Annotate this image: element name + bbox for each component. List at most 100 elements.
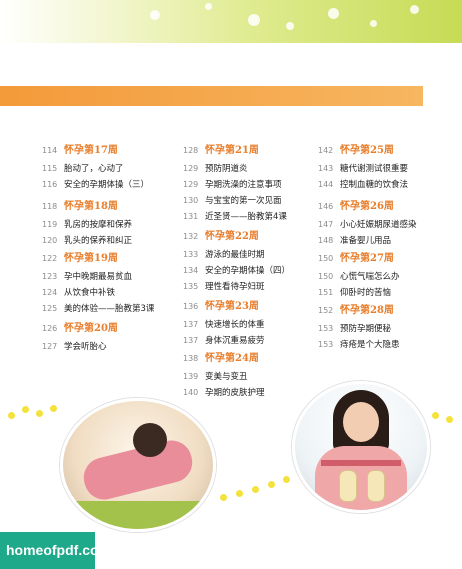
toc-week-heading[interactable]: 118 怀孕第18周	[42, 194, 118, 212]
page-number: 136	[183, 302, 199, 311]
entry-title: 乳房的按摩和保养	[64, 220, 133, 230]
header-divider	[0, 43, 462, 45]
toc-week-heading[interactable]: 150 怀孕第27周	[318, 246, 394, 264]
toc-week-heading[interactable]: 136 怀孕第23周	[183, 294, 259, 312]
toc-entry[interactable]: 129 预防阴道炎	[183, 156, 248, 174]
toc-entry[interactable]: 123 孕中晚期最易贫血	[42, 264, 133, 282]
toc-week-heading[interactable]: 142 怀孕第25周	[318, 138, 394, 156]
entry-title: 糖代谢测试很重要	[340, 164, 409, 174]
toc-entry[interactable]: 147 小心妊娠期尿道感染	[318, 212, 417, 230]
toc-entry[interactable]: 137 身体沉重易疲劳	[183, 328, 265, 346]
page-number: 137	[183, 320, 199, 329]
decor-dot	[446, 416, 453, 423]
header-band	[0, 0, 462, 44]
toc-entry[interactable]: 119 乳房的按摩和保养	[42, 212, 133, 230]
entry-title: 痔疮是个大隐患	[340, 340, 400, 350]
toc-entry[interactable]: 133 游泳的最佳时期	[183, 242, 265, 260]
page-number: 118	[42, 202, 58, 211]
week-title: 怀孕第18周	[64, 201, 118, 212]
toc-entry[interactable]: 143 糖代谢测试很重要	[318, 156, 409, 174]
toc-week-heading[interactable]: 138 怀孕第24周	[183, 346, 259, 364]
entry-title: 学会听胎心	[64, 342, 107, 352]
entry-title: 小心妊娠期尿道感染	[340, 220, 417, 230]
entry-title: 乳头的保养和纠正	[64, 236, 133, 246]
toc-entry[interactable]: 127 学会听胎心	[42, 334, 107, 352]
entry-title: 与宝宝的第一次见面	[205, 196, 282, 206]
watermark-text: homeofpdf.com	[6, 542, 111, 558]
watermark-logo: homeofpdf.com	[0, 532, 111, 569]
pregnant-yoga-photo	[60, 398, 216, 532]
week-title: 怀孕第27周	[340, 253, 394, 264]
toc-week-heading[interactable]: 146 怀孕第26周	[318, 194, 394, 212]
page-number: 128	[183, 146, 199, 155]
toc-week-heading[interactable]: 152 怀孕第28周	[318, 298, 394, 316]
toc-entry[interactable]: 139 变美与变丑	[183, 364, 248, 382]
toc-entry[interactable]: 153 预防孕期便秘	[318, 316, 392, 334]
entry-title: 胎动了，心动了	[64, 164, 124, 174]
week-title: 怀孕第17周	[64, 145, 118, 156]
page-number: 132	[183, 232, 199, 241]
toc-entry[interactable]: 140 孕期的皮肤护理	[183, 380, 265, 398]
page-number: 150	[318, 272, 334, 281]
toc-entry[interactable]: 115 胎动了，心动了	[42, 156, 124, 174]
week-title: 怀孕第24周	[205, 353, 259, 364]
toc-entry[interactable]: 134 安全的孕期体操（四）	[183, 258, 291, 276]
decor-dot	[236, 490, 243, 497]
toc-entry[interactable]: 124 从饮食中补铁	[42, 280, 115, 298]
toc-entry[interactable]: 135 理性看待孕妇斑	[183, 274, 265, 292]
entry-title: 准备婴儿用品	[340, 236, 392, 246]
decor-dot	[50, 405, 57, 412]
entry-title: 近圣贤——胎教第4课	[205, 212, 287, 222]
entry-title: 控制血糖的饮食法	[340, 180, 409, 190]
page-number: 146	[318, 202, 334, 211]
toc-week-heading[interactable]: 126 怀孕第20周	[42, 316, 118, 334]
entry-title: 仰卧时的苦恼	[340, 288, 392, 298]
entry-title: 理性看待孕妇斑	[205, 282, 265, 292]
page-number: 131	[183, 212, 199, 221]
toc-entry[interactable]: 125 美的体验——胎教第3课	[42, 296, 154, 314]
toc-week-heading[interactable]: 122 怀孕第19周	[42, 246, 118, 264]
toc-entry[interactable]: 144 控制血糖的饮食法	[318, 172, 409, 190]
entry-title: 心慌气喘怎么办	[340, 272, 400, 282]
mother-with-baby-socks-photo	[292, 381, 430, 513]
decor-dot	[268, 481, 275, 488]
toc-week-heading[interactable]: 132 怀孕第22周	[183, 224, 259, 242]
toc-week-heading[interactable]: 128 怀孕第21周	[183, 138, 259, 156]
entry-title: 游泳的最佳时期	[205, 250, 265, 260]
toc-entry[interactable]: 150 心慌气喘怎么办	[318, 264, 400, 282]
page-number: 126	[42, 324, 58, 333]
page-number: 119	[42, 220, 58, 229]
decor-dot	[36, 410, 43, 417]
toc-entry[interactable]: 116 安全的孕期体操（三）	[42, 172, 150, 190]
toc-entry[interactable]: 130 与宝宝的第一次见面	[183, 188, 282, 206]
page-number: 133	[183, 250, 199, 259]
entry-title: 孕中晚期最易贫血	[64, 272, 133, 282]
entry-title: 预防孕期便秘	[340, 324, 392, 334]
page-number: 120	[42, 236, 58, 245]
toc-entry[interactable]: 120 乳头的保养和纠正	[42, 228, 133, 246]
figure-stripe	[321, 460, 401, 466]
week-title: 怀孕第20周	[64, 323, 118, 334]
toc-week-heading[interactable]: 114 怀孕第17周	[42, 138, 118, 156]
toc-entry[interactable]: 129 孕期洗澡的注意事项	[183, 172, 282, 190]
page-number: 134	[183, 266, 199, 275]
page-number: 139	[183, 372, 199, 381]
toc-entry[interactable]: 148 准备婴儿用品	[318, 228, 392, 246]
page-number: 123	[42, 272, 58, 281]
figure-top	[315, 446, 407, 510]
decor-dot	[22, 406, 29, 413]
decor-dot	[8, 412, 15, 419]
page-number: 127	[42, 342, 58, 351]
week-title: 怀孕第28周	[340, 305, 394, 316]
entry-title: 安全的孕期体操（四）	[205, 266, 291, 276]
toc-entry[interactable]: 137 快速增长的体重	[183, 312, 265, 330]
decor-dot	[205, 3, 212, 10]
decor-dot	[220, 494, 227, 501]
toc-entry[interactable]: 151 仰卧时的苦恼	[318, 280, 392, 298]
toc-entry[interactable]: 131 近圣贤——胎教第4课	[183, 204, 287, 222]
page-number: 150	[318, 254, 334, 263]
entry-title: 安全的孕期体操（三）	[64, 180, 150, 190]
entry-title: 孕期的皮肤护理	[205, 388, 265, 398]
toc-entry[interactable]: 153 痔疮是个大隐患	[318, 332, 400, 350]
decor-dot	[370, 20, 377, 27]
